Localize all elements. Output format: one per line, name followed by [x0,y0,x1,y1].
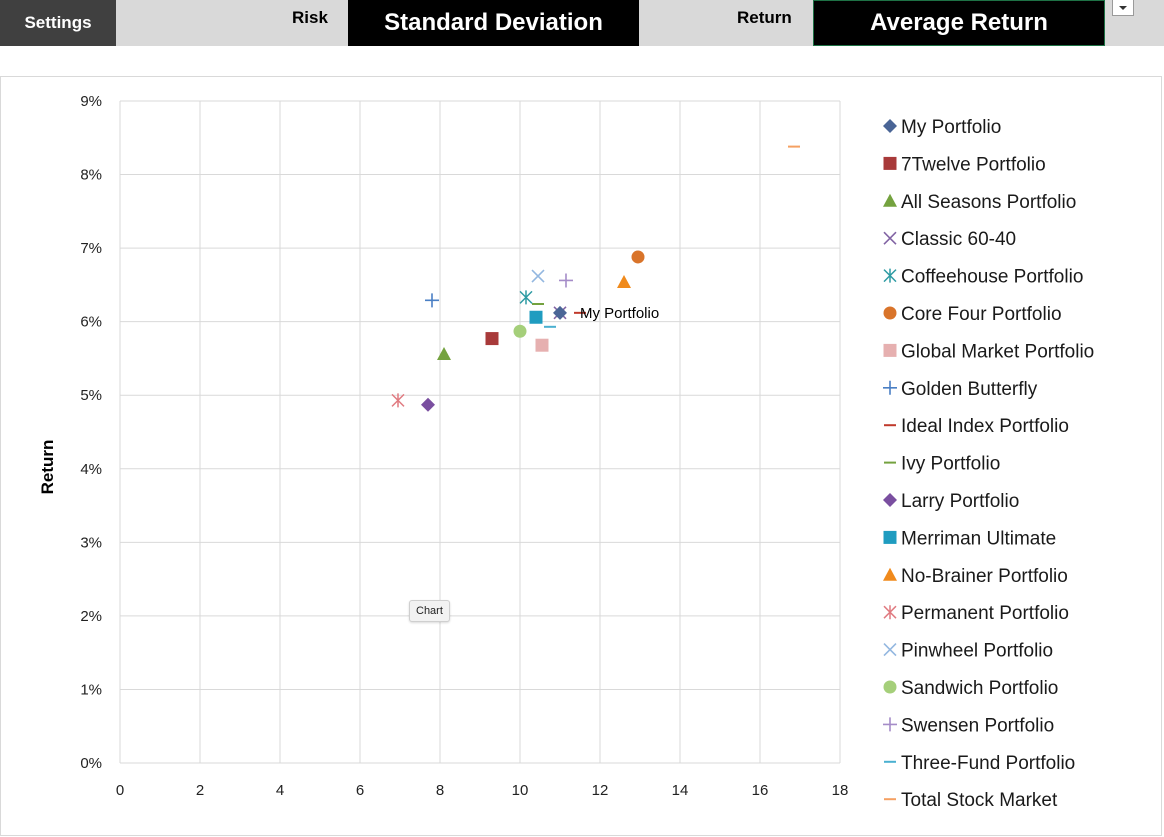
legend-item-all-seasons-portfolio[interactable]: All Seasons Portfolio [883,192,1076,213]
legend-item-merriman-ultimate[interactable]: Merriman Ultimate [883,528,1057,549]
chart-area[interactable]: 0 2 4 6 8 10 12 14 16 18 0% 1% 2% 3% 4% 5% 6% 7% 8% 9% Retu… [0,76,1162,836]
data-point-larry-portfolio[interactable] [421,397,435,412]
risk-label: Risk [292,8,328,27]
y-tick-label: 8% [80,167,102,184]
legend-label: All Seasons Portfolio [901,192,1076,213]
legend-item-pinwheel-portfolio[interactable]: Pinwheel Portfolio [883,641,1053,662]
data-point-sandwich-portfolio[interactable] [513,324,527,338]
legend-label: My Portfolio [901,117,1001,138]
legend-item-sandwich-portfolio[interactable]: Sandwich Portfolio [883,678,1059,699]
legend-item-total-stock-market[interactable]: Total Stock Market [884,790,1058,811]
return-label: Return [737,8,792,27]
legend-item-golden-butterfly[interactable]: Golden Butterfly [883,379,1038,400]
y-tick-label: 2% [80,608,102,625]
data-point-merriman-ultimate[interactable] [529,310,543,324]
x-tick-label: 14 [672,782,689,799]
y-tick-label: 4% [80,461,102,478]
data-point-my-portfolio[interactable] [553,305,567,320]
legend-label: Ideal Index Portfolio [901,416,1069,437]
y-tick-label: 0% [80,755,102,772]
legend-item-classic-60-40[interactable]: Classic 60-40 [883,229,1016,250]
toolbar: Settings Risk Standard Deviation Return … [0,0,1164,46]
return-selector[interactable]: Average Return [813,0,1105,46]
legend-label: Swensen Portfolio [901,715,1054,736]
legend-label: 7Twelve Portfolio [901,154,1046,175]
data-point-global-market-portfolio[interactable] [535,338,549,352]
legend-label: Global Market Portfolio [901,341,1094,362]
legend-marker-classic-60-40[interactable] [883,231,897,245]
chart-tooltip: Chart [409,600,450,622]
legend-label: Sandwich Portfolio [901,678,1058,699]
x-tick-label: 10 [512,782,529,799]
legend-label: Pinwheel Portfolio [901,641,1053,662]
scatter-chart: 0 2 4 6 8 10 12 14 16 18 0% 1% 2% 3% 4% 5% 6% 7% 8% 9% Retu… [38,93,1095,811]
legend-label: Coffeehouse Portfolio [901,267,1083,288]
data-point-no-brainer-portfolio[interactable] [617,274,631,288]
legend-item-larry-portfolio[interactable]: Larry Portfolio [883,491,1019,512]
legend-label: Classic 60-40 [901,229,1016,250]
legend-label: Total Stock Market [901,790,1058,811]
data-point-pinwheel-portfolio[interactable] [531,269,545,283]
y-tick-label: 7% [80,240,102,257]
legend-label: No-Brainer Portfolio [901,566,1068,587]
legend-marker-swensen-portfolio[interactable] [883,717,897,732]
y-tick-label: 1% [80,681,102,698]
data-point-permanent-portfolio[interactable] [391,393,405,408]
legend-item-global-market-portfolio[interactable]: Global Market Portfolio [883,341,1095,362]
legend-label: Core Four Portfolio [901,304,1062,325]
data-point-core-four-portfolio[interactable] [631,250,645,264]
y-axis-title: Return [38,440,57,495]
legend-item-coffeehouse-portfolio[interactable]: Coffeehouse Portfolio [883,267,1083,288]
legend-item-ivy-portfolio[interactable]: Ivy Portfolio [884,454,1000,475]
legend-marker-pinwheel-portfolio[interactable] [883,643,897,657]
legend-item-core-four-portfolio[interactable]: Core Four Portfolio [883,304,1062,325]
legend-label: Larry Portfolio [901,491,1019,512]
legend-label: Ivy Portfolio [901,454,1000,475]
legend-marker-coffeehouse-portfolio[interactable] [883,268,897,283]
y-tick-label: 5% [80,387,102,404]
x-tick-label: 12 [592,782,609,799]
legend-item-no-brainer-portfolio[interactable]: No-Brainer Portfolio [883,566,1068,587]
settings-button[interactable]: Settings [0,0,116,46]
y-tick-label: 9% [80,93,102,110]
legend-marker-larry-portfolio[interactable] [883,493,897,507]
x-tick-label: 0 [116,782,124,799]
x-tick-label: 4 [276,782,284,799]
legend-label: Golden Butterfly [901,379,1038,400]
data-point-all-seasons-portfolio[interactable] [437,347,451,361]
data-point-swensen-portfolio[interactable] [559,273,573,288]
x-tick-label: 6 [356,782,364,799]
data-point-coffeehouse-portfolio[interactable] [519,290,533,305]
legend-item-three-fund-portfolio[interactable]: Three-Fund Portfolio [884,753,1075,774]
legend-item-7twelve-portfolio[interactable]: 7Twelve Portfolio [883,154,1046,175]
legend-item-my-portfolio[interactable]: My Portfolio [883,117,1001,138]
legend-marker-permanent-portfolio[interactable] [883,605,897,620]
risk-selector[interactable]: Standard Deviation [348,0,639,46]
data-point-7twelve-portfolio[interactable] [485,332,499,346]
legend-marker-merriman-ultimate[interactable] [883,530,897,544]
x-tick-label: 2 [196,782,204,799]
legend-marker-global-market-portfolio[interactable] [883,343,897,357]
x-tick-label: 18 [832,782,849,799]
y-tick-label: 3% [80,534,102,551]
legend-marker-all-seasons-portfolio[interactable] [883,193,897,207]
legend-label: Three-Fund Portfolio [901,753,1075,774]
legend-marker-no-brainer-portfolio[interactable] [883,567,897,581]
x-tick-label: 8 [436,782,444,799]
data-point-golden-butterfly[interactable] [425,293,439,308]
legend-marker-golden-butterfly[interactable] [883,380,897,395]
legend-item-ideal-index-portfolio[interactable]: Ideal Index Portfolio [884,416,1069,437]
legend-label: Permanent Portfolio [901,603,1069,624]
legend-item-swensen-portfolio[interactable]: Swensen Portfolio [883,715,1054,736]
legend-item-permanent-portfolio[interactable]: Permanent Portfolio [883,603,1069,624]
legend-marker-core-four-portfolio[interactable] [883,306,897,320]
my-portfolio-data-label: My Portfolio [580,305,659,322]
legend-marker-7twelve-portfolio[interactable] [883,156,897,170]
legend-marker-sandwich-portfolio[interactable] [883,680,897,694]
legend-label: Merriman Ultimate [901,528,1056,549]
y-tick-label: 6% [80,314,102,331]
x-tick-label: 16 [752,782,769,799]
legend-marker-my-portfolio[interactable] [883,119,897,133]
chevron-down-icon[interactable] [1112,0,1134,16]
